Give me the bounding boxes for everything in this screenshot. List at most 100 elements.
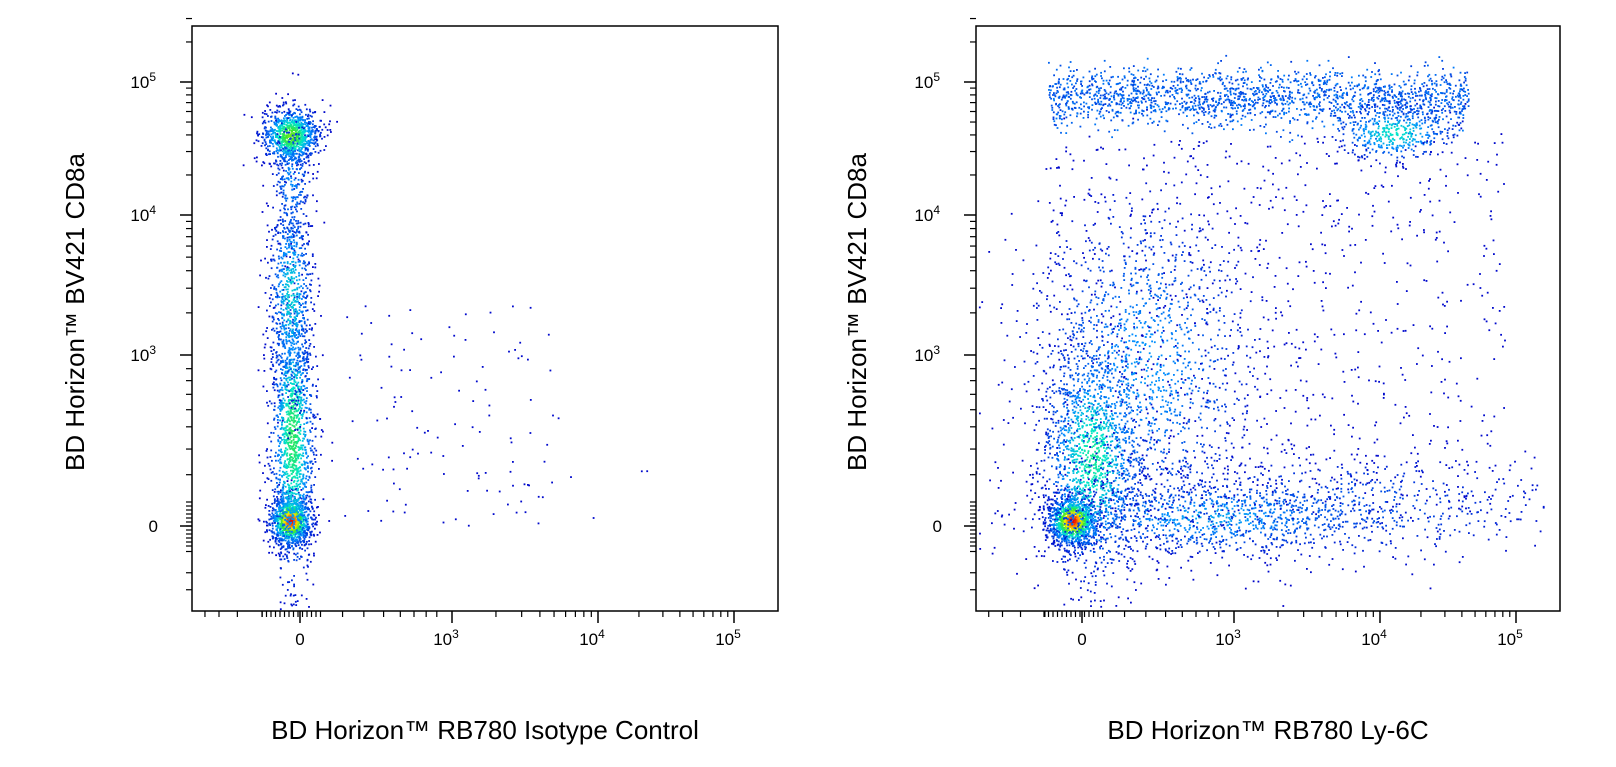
event-dot: [307, 135, 310, 137]
event-dot: [300, 144, 303, 146]
event-dot: [289, 505, 292, 508]
event-dot: [285, 267, 288, 270]
event-dot: [291, 114, 293, 117]
event-dot: [314, 540, 317, 543]
event-dot: [296, 128, 299, 131]
event-dot: [283, 271, 285, 274]
event-dot: [276, 383, 279, 386]
event-dot: [289, 122, 292, 124]
event-dot: [304, 434, 307, 437]
event-dot: [263, 354, 265, 356]
event-dot: [314, 416, 317, 419]
event-dot: [293, 410, 296, 413]
event-dot: [291, 289, 294, 292]
event-dot: [286, 153, 288, 156]
event-dot: [271, 128, 274, 130]
event-dot: [288, 294, 290, 296]
event-dot: [263, 370, 266, 372]
event-dot: [296, 470, 299, 473]
event-dot: [278, 149, 280, 152]
event-dot: [270, 402, 273, 405]
event-dot: [293, 397, 296, 400]
event-dot: [308, 133, 311, 136]
event-dot: [294, 533, 297, 536]
event-dot: [294, 454, 297, 456]
event-dot: [282, 230, 284, 232]
event-dot: [292, 117, 295, 119]
event-dot: [285, 379, 288, 382]
event-dot: [299, 429, 302, 432]
event-dot: [273, 329, 276, 332]
event-dot: [315, 138, 318, 141]
event-dot: [278, 257, 280, 260]
event-dot: [301, 135, 304, 138]
event-dot: [294, 429, 296, 431]
event-dot: [296, 468, 299, 470]
event-dot: [297, 456, 299, 459]
event-dot: [291, 430, 294, 432]
event-dot: [292, 173, 295, 175]
event-dot: [1057, 503, 1060, 506]
event-dot: [278, 140, 281, 142]
event-dot: [305, 285, 308, 287]
event-dot: [279, 281, 282, 284]
event-dot: [268, 145, 271, 147]
event-dot: [282, 158, 285, 161]
event-dot: [292, 239, 295, 242]
event-dot: [315, 449, 318, 452]
event-dot: [296, 525, 299, 528]
event-dot: [303, 423, 306, 425]
event-dot: [295, 203, 297, 206]
event-dot: [301, 335, 304, 338]
event-dot: [294, 329, 297, 331]
event-dot: [284, 460, 286, 462]
event-dot: [305, 524, 307, 527]
event-dot: [265, 134, 267, 136]
event-dot: [285, 308, 288, 310]
event-dot: [304, 149, 307, 152]
event-dot: [281, 157, 284, 160]
event-dot: [298, 126, 300, 129]
event-dot: [278, 363, 280, 366]
event-dot: [301, 298, 303, 300]
event-dot: [300, 194, 302, 196]
event-dot: [295, 315, 298, 317]
event-dot: [281, 138, 284, 141]
event-dot: [281, 150, 284, 153]
event-dot: [312, 514, 315, 516]
event-dot: [306, 355, 309, 358]
event-dot: [276, 490, 279, 493]
event-dot: [1078, 511, 1081, 514]
event-dot: [289, 507, 291, 510]
event-dot: [311, 530, 313, 533]
event-dot: [297, 487, 299, 490]
event-dot: [317, 295, 319, 297]
event-dot: [290, 469, 292, 472]
event-dot: [299, 433, 302, 435]
event-dot: [303, 254, 305, 256]
event-dot: [276, 505, 278, 508]
event-dot: [295, 482, 298, 485]
event-dot: [276, 109, 279, 112]
event-dot: [292, 127, 295, 130]
event-dot: [288, 366, 291, 368]
event-dot: [316, 534, 319, 536]
event-dot: [298, 150, 301, 153]
event-dot: [289, 532, 292, 535]
event-dot: [271, 320, 274, 323]
event-dot: [290, 387, 293, 390]
event-dot: [309, 354, 312, 356]
event-dot: [292, 211, 294, 214]
event-dot: [285, 154, 287, 157]
event-dot: [290, 196, 293, 199]
event-dot: [286, 458, 289, 461]
event-dot: [286, 197, 289, 200]
event-dot: [271, 531, 274, 534]
event-dot: [276, 533, 279, 536]
event-dot: [292, 155, 295, 157]
event-dot: [308, 508, 310, 511]
event-dot: [360, 358, 363, 361]
event-dot: [280, 191, 283, 194]
event-dot: [278, 390, 281, 393]
